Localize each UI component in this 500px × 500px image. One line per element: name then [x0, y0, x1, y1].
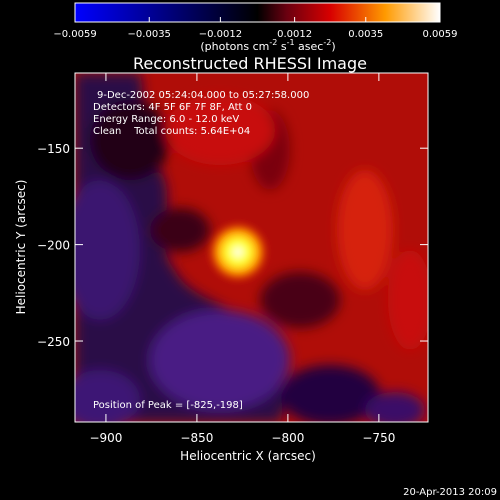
y-tick-label: −200 [37, 239, 70, 253]
x-tick-label: −750 [362, 431, 395, 445]
footer-timestamp: 20-Apr-2013 20:09 [403, 487, 497, 498]
colorbar-tick-label: 0.0035 [348, 29, 383, 40]
dark-region-lower-right [280, 365, 380, 422]
purple-region-bottom [150, 310, 290, 410]
annotation-time-range: 9-Dec-2002 05:24:04.000 to 05:27:58.000 [97, 90, 309, 101]
annotation-total-counts: Clean Total counts: 5.64E+04 [93, 126, 250, 137]
colorbar-gradient [74, 2, 441, 23]
heatmap-dark-regions [75, 73, 428, 422]
dark-band-middle [260, 272, 340, 328]
colorbar: −0.0059 −0.0035 −0.0012 0.0012 0.0035 0.0059 … [53, 2, 458, 53]
x-tick-label: −850 [180, 431, 213, 445]
red-region-upper [165, 95, 275, 165]
x-tick-label: −800 [271, 431, 304, 445]
colorbar-ticks: −0.0059 −0.0035 −0.0012 0.0012 0.0035 0.0059 [53, 17, 458, 40]
purple-region-lower-left [75, 370, 140, 422]
dark-region-center [150, 208, 210, 252]
x-tick-label: −900 [89, 431, 122, 445]
info-annotations: 9-Dec-2002 05:24:04.000 to 05:27:58.000 … [93, 90, 309, 411]
y-axis-ticks: −150 −200 −250 [37, 142, 428, 349]
x-axis-ticks: −900 −850 −800 −750 [89, 73, 395, 445]
colorbar-tick-label: 0.0012 [277, 29, 312, 40]
plot-frame [74, 72, 429, 423]
y-tick-label: −150 [37, 142, 70, 156]
colorbar-tick-label: −0.0012 [199, 29, 242, 40]
heatmap-image [75, 73, 428, 422]
purple-region-bottom-right [365, 392, 425, 422]
colorbar-tick-label: −0.0059 [53, 29, 96, 40]
annotation-detectors: Detectors: 4F 5F 6F 7F 8F, Att 0 [93, 102, 252, 113]
red-region-right [337, 170, 393, 290]
purple-region-left [75, 180, 140, 320]
y-tick-label: −250 [37, 335, 70, 349]
peak-position-label: Position of Peak = [-825,-198] [93, 400, 243, 411]
red-region-far-right [388, 250, 428, 350]
flare-peak-source [206, 220, 270, 284]
colorbar-tick-label: 0.0059 [423, 29, 458, 40]
dark-region-upper [90, 100, 170, 180]
colorbar-tick-label: −0.0035 [128, 29, 171, 40]
annotation-energy-range: Energy Range: 6.0 - 12.0 keV [93, 114, 239, 125]
x-axis-label: Heliocentric X (arcsec) [180, 449, 316, 463]
colorbar-unit-label: (photons cm-2 s-1 asec-2) [200, 38, 335, 53]
y-axis-label: Heliocentric Y (arcsec) [14, 180, 28, 315]
chart-title: Reconstructed RHESSI Image [133, 54, 367, 73]
